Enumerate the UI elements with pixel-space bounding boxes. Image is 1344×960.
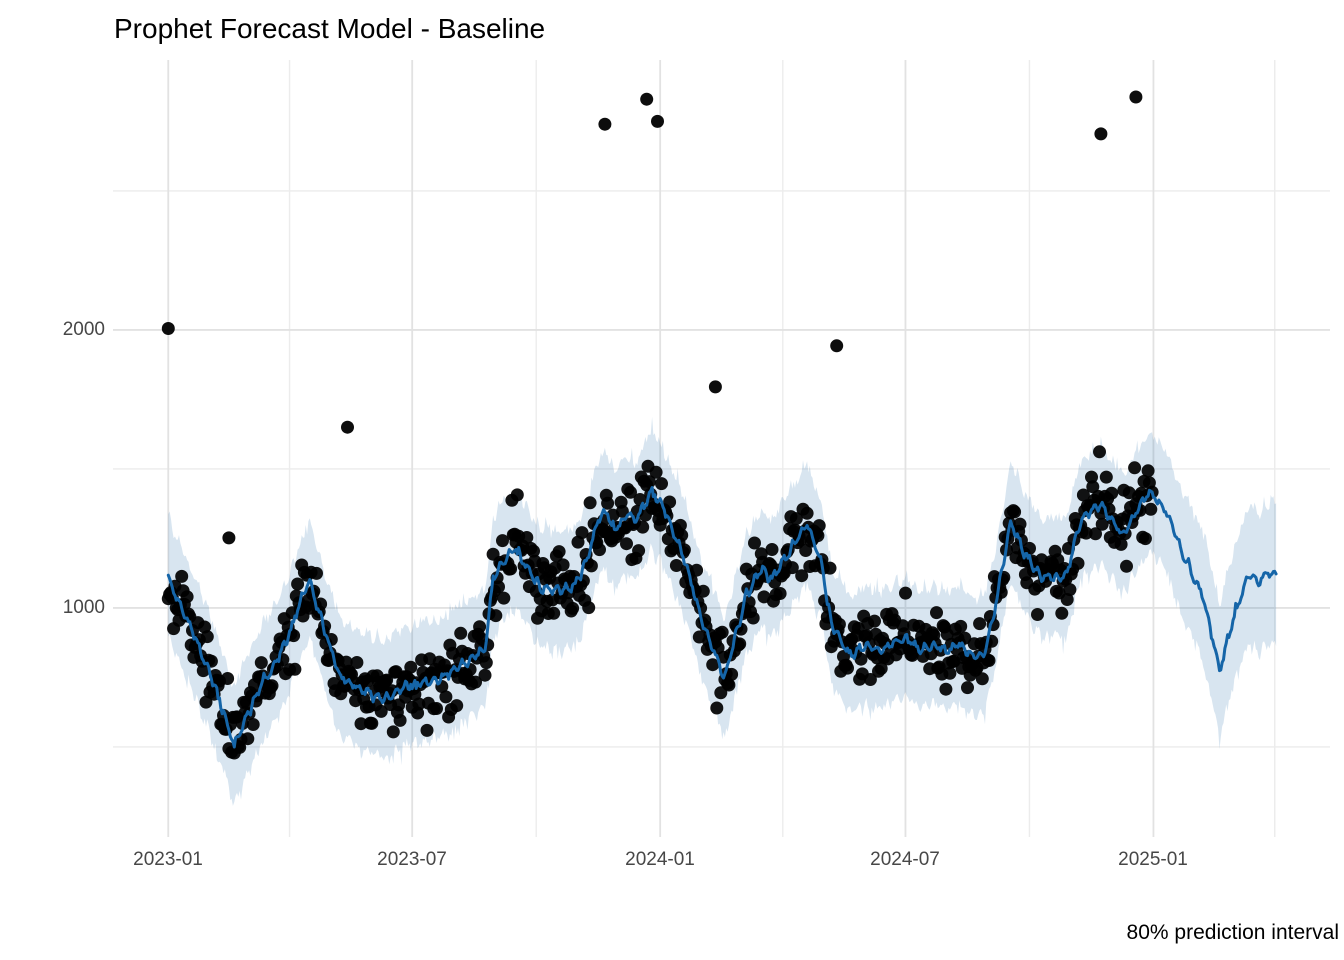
x-tick-label: 2023-01 [133,849,203,870]
x-tick-label: 2024-01 [625,849,695,870]
grid-minor [113,60,1330,837]
x-tick-label: 2025-01 [1118,849,1188,870]
forecast-line [166,486,1278,749]
y-tick-label: 1000 [62,597,105,618]
chart-title: Prophet Forecast Model - Baseline [114,13,546,44]
outlier-points [161,90,1143,545]
x-tick-label: 2024-07 [870,849,940,870]
x-tick-label: 2023-07 [377,849,447,870]
y-tick-label: 2000 [62,319,105,340]
caption-prediction-interval: 80% prediction interval [1126,921,1339,944]
